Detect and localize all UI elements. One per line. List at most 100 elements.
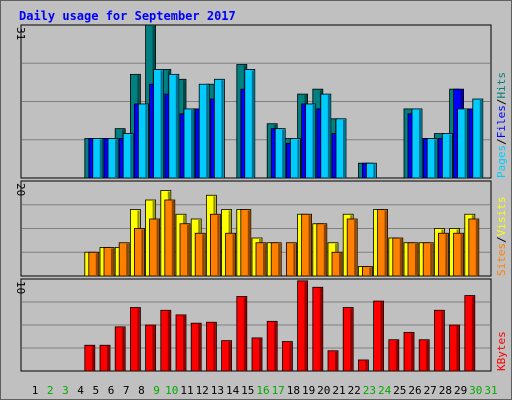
bar-shadow bbox=[278, 243, 281, 276]
bar-shadow bbox=[339, 253, 342, 276]
bar-sites-day-12 bbox=[194, 232, 206, 277]
x-tick-label-day-16: 16 bbox=[256, 384, 269, 397]
x-axis-day-labels: 1 2 3 4 5 6 7 8 9 10 11 12 13 14 15 16 17 18 19 20 21 22 23 24 2… bbox=[32, 384, 498, 397]
x-tick-label-day-18: 18 bbox=[287, 384, 300, 397]
bar-shadow bbox=[95, 253, 98, 276]
bar-sites-day-9 bbox=[149, 218, 161, 277]
x-tick-label-day-27: 27 bbox=[424, 384, 437, 397]
bar-pages-day-21 bbox=[335, 118, 347, 179]
bar-kbytes-day-11 bbox=[175, 314, 187, 372]
bar-shadow bbox=[243, 297, 246, 371]
bar-shadow bbox=[217, 215, 220, 276]
bar-sites-day-17 bbox=[270, 242, 282, 277]
bar-pages-day-15 bbox=[244, 69, 256, 179]
bar-kbytes-day-18 bbox=[281, 341, 293, 372]
bar-shadow bbox=[395, 340, 398, 371]
bar-pages-day-10 bbox=[168, 73, 180, 179]
bar-shadow bbox=[141, 229, 144, 276]
bar-pages-day-13 bbox=[213, 78, 225, 179]
x-tick-label-day-26: 26 bbox=[408, 384, 421, 397]
bar-shadow bbox=[441, 311, 444, 371]
bar-sites-day-8 bbox=[133, 228, 145, 277]
bar-pages-day-26 bbox=[411, 108, 423, 179]
bar-shadow bbox=[415, 243, 418, 276]
bar-shadow bbox=[263, 243, 266, 276]
bar-shadow bbox=[369, 267, 372, 276]
legend-separator: / bbox=[495, 138, 508, 145]
bar-shadow bbox=[350, 308, 353, 371]
bar-kbytes-day-5 bbox=[84, 344, 96, 372]
bar-shadow bbox=[130, 134, 133, 178]
x-tick-label-day-17: 17 bbox=[272, 384, 285, 397]
bar-shadow bbox=[319, 288, 322, 371]
bar-shadow bbox=[434, 139, 437, 178]
x-tick-label-day-8: 8 bbox=[138, 384, 145, 397]
bar-shadow bbox=[228, 341, 231, 371]
bar-shadow bbox=[282, 129, 285, 178]
bar-shadow bbox=[419, 109, 422, 178]
bar-shadow bbox=[206, 85, 209, 178]
bar-sites-day-18 bbox=[285, 242, 297, 277]
x-tick-label-day-13: 13 bbox=[211, 384, 224, 397]
x-tick-label-day-14: 14 bbox=[226, 384, 240, 397]
bar-shadow bbox=[221, 80, 224, 178]
x-tick-label-day-10: 10 bbox=[165, 384, 178, 397]
x-tick-label-day-21: 21 bbox=[332, 384, 345, 397]
kbytes-panel-max-label: 10 bbox=[14, 281, 27, 294]
bar-kbytes-day-29 bbox=[449, 324, 461, 372]
x-tick-label-day-24: 24 bbox=[378, 384, 392, 397]
bar-shadow bbox=[373, 164, 376, 178]
bar-kbytes-day-6 bbox=[99, 344, 111, 372]
bar-sites-day-13 bbox=[209, 213, 221, 277]
bar-shadow bbox=[99, 139, 102, 178]
bar-sites-day-6 bbox=[103, 247, 115, 277]
hits-panel-max-label: 31 bbox=[14, 27, 27, 40]
bar-kbytes-day-26 bbox=[403, 331, 415, 372]
bar-shadow bbox=[380, 302, 383, 371]
legend-hits: Hits bbox=[495, 72, 508, 99]
bar-pages-day-23 bbox=[365, 162, 377, 179]
bar-shadow bbox=[251, 70, 254, 178]
legend-separator: / bbox=[495, 99, 508, 106]
bar-shadow bbox=[191, 109, 194, 178]
bar-sites-day-19 bbox=[301, 213, 313, 277]
x-tick-label-day-25: 25 bbox=[393, 384, 406, 397]
bar-shadow bbox=[323, 224, 326, 276]
bar-kbytes-day-24 bbox=[373, 300, 385, 372]
kbytes-panel-bars bbox=[22, 280, 490, 372]
bar-kbytes-day-27 bbox=[418, 339, 430, 372]
bar-pages-day-9 bbox=[153, 69, 165, 179]
bar-shadow bbox=[137, 308, 140, 371]
bar-shadow bbox=[411, 333, 414, 371]
bar-shadow bbox=[232, 234, 235, 276]
legend-separator: / bbox=[495, 236, 508, 243]
x-tick-label-day-22: 22 bbox=[348, 384, 361, 397]
legend-files: Files bbox=[495, 105, 508, 138]
bar-shadow bbox=[365, 360, 368, 371]
bar-shadow bbox=[312, 104, 315, 178]
bar-shadow bbox=[304, 281, 307, 371]
bar-pages-day-12 bbox=[198, 83, 210, 179]
bar-kbytes-day-16 bbox=[251, 337, 263, 372]
bar-sites-day-26 bbox=[407, 242, 419, 277]
bar-pages-day-17 bbox=[274, 128, 286, 179]
visits-panel-bars bbox=[22, 190, 490, 277]
x-tick-label-day-23: 23 bbox=[363, 384, 376, 397]
bar-kbytes-day-28 bbox=[433, 309, 445, 372]
visits-panel-max-label: 20 bbox=[14, 183, 27, 196]
bar-shadow bbox=[213, 323, 216, 371]
bar-kbytes-day-10 bbox=[160, 309, 172, 372]
kbytes-panel-legend: KBytes bbox=[495, 331, 508, 371]
bar-sites-day-28 bbox=[437, 232, 449, 277]
legend-visits: Visits bbox=[495, 197, 508, 237]
bar-sites-day-14 bbox=[225, 232, 237, 277]
bar-pages-day-20 bbox=[320, 93, 332, 179]
bar-pages-day-6 bbox=[107, 138, 119, 179]
bar-shadow bbox=[259, 338, 262, 371]
bar-pages-day-8 bbox=[137, 103, 149, 179]
x-tick-label-day-20: 20 bbox=[317, 384, 330, 397]
bar-kbytes-day-7 bbox=[114, 326, 126, 372]
hits-panel: 31 Pages/Files/Hits bbox=[14, 24, 508, 179]
